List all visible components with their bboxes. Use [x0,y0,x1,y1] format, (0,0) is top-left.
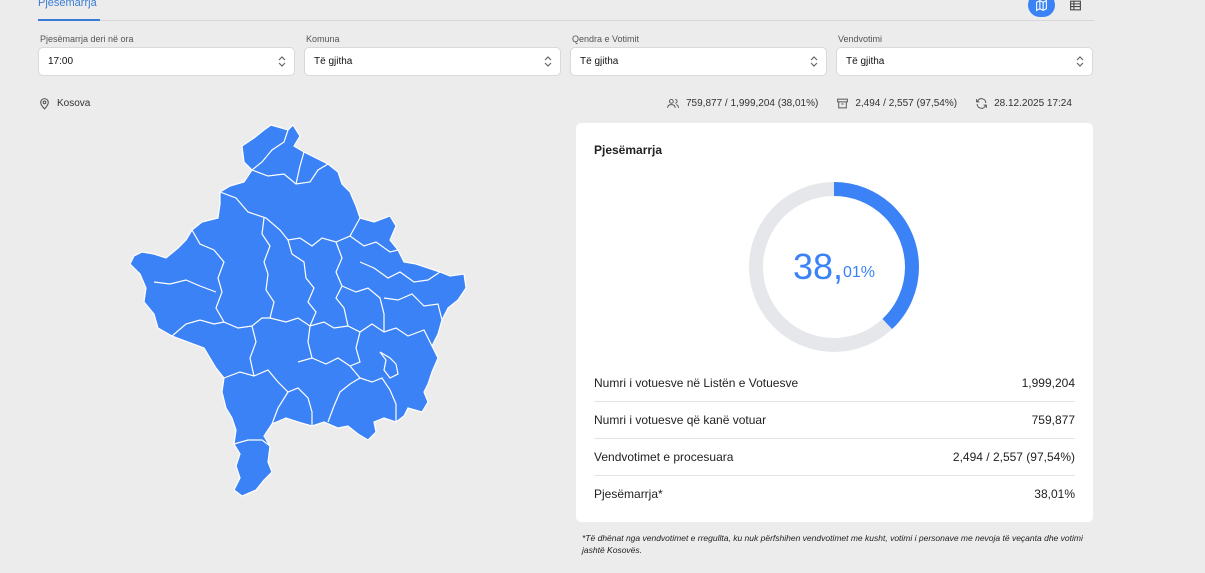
row-label: Pjesëmarrja* [594,487,663,501]
row-label: Vendvotimet e procesuara [594,450,734,464]
row-value: 38,01% [1034,487,1075,501]
updated-stat: 28.12.2025 17:24 [975,97,1072,110]
turnout-donut-chart [749,182,919,352]
turnout-whole: 38, [792,246,843,287]
location-pin-icon [40,97,49,110]
voters-stat-value: 759,877 / 1,999,204 (38,01%) [686,97,819,109]
list-item: Pjesëmarrja* 38,01% [594,476,1075,513]
filter-time-label: Pjesëmarrja deri në ora [40,34,134,44]
filter-polling-center: Qendra e Votimit Të gjitha [570,34,827,76]
tab-bar: Pjesëmarrja [38,0,1094,21]
turnout-stats-list: Numri i votuesve në Listën e Votuesve 1,… [594,365,1075,513]
tab-pjesemarrja[interactable]: Pjesëmarrja [38,0,100,21]
location-label: Kosova [57,97,91,109]
stations-stat: 2,494 / 2,557 (97,54%) [836,97,957,110]
turnout-card: Pjesëmarrja 38, 01% Numri i votuesve në … [576,123,1093,522]
updated-stat-value: 28.12.2025 17:24 [994,97,1072,109]
row-value: 759,877 [1031,413,1075,427]
filter-municipality-label: Komuna [306,34,340,44]
filter-municipality: Komuna Të gjitha [304,34,561,76]
filter-polling-station: Vendvotimi Të gjitha [836,34,1093,76]
time-select[interactable]: 17:00 [38,47,295,76]
map-municipality-borders [153,129,443,447]
chevron-updown-icon [1076,56,1084,67]
row-label: Numri i votuesve në Listën e Votuesve [594,376,799,390]
map-outline[interactable] [129,124,467,497]
time-select-value: 17:00 [48,56,74,67]
donut-progress-arc [749,182,919,352]
stations-stat-value: 2,494 / 2,557 (97,54%) [855,97,958,109]
map-icon [1036,0,1047,11]
filter-polling-station-label: Vendvotimi [838,34,883,44]
voters-stat: 759,877 / 1,999,204 (38,01%) [666,97,818,110]
table-icon [1070,0,1081,10]
users-icon [667,98,679,108]
table-view-button[interactable] [1062,0,1089,17]
list-item: Numri i votuesve në Listën e Votuesve 1,… [594,365,1075,402]
polling-station-select-value: Të gjitha [846,56,885,67]
municipality-select[interactable]: Të gjitha [304,47,561,76]
filter-polling-center-label: Qendra e Votimit [572,34,640,44]
turnout-percentage: 38, 01% [748,181,920,353]
location-info: Kosova [38,95,90,111]
chevron-updown-icon [544,56,552,67]
kosovo-map[interactable] [128,122,468,498]
stats-info: 759,877 / 1,999,204 (38,01%) 2,494 / 2,5… [666,95,1096,111]
row-value: 2,494 / 2,557 (97,54%) [952,450,1075,464]
turnout-fraction: 01% [843,264,876,281]
municipality-select-value: Të gjitha [314,56,353,67]
polling-center-select[interactable]: Të gjitha [570,47,827,76]
row-value: 1,999,204 [1021,376,1075,390]
polling-station-select[interactable]: Të gjitha [836,47,1093,76]
refresh-icon [976,97,987,109]
map-view-button[interactable] [1028,0,1055,17]
list-item: Vendvotimet e procesuara 2,494 / 2,557 (… [594,439,1075,476]
polling-center-select-value: Të gjitha [580,56,619,67]
filters-bar: Pjesëmarrja deri në ora 17:00 Komuna Të … [38,34,1094,78]
chevron-updown-icon [810,56,818,67]
card-title: Pjesëmarrja [594,143,663,157]
list-item: Numri i votuesve që kanë votuar 759,877 [594,402,1075,439]
row-label: Numri i votuesve që kanë votuar [594,413,767,427]
footnote: *Të dhënat nga vendvotimet e rregullta, … [582,533,1083,555]
ballot-box-icon [837,98,849,108]
filter-time: Pjesëmarrja deri në ora 17:00 [38,34,295,76]
chevron-updown-icon [278,56,286,67]
